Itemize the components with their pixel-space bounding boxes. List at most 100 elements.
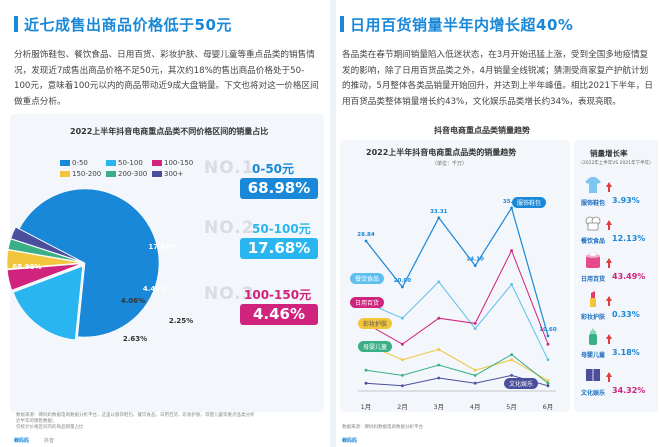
growth-title: 销量增长率: [590, 149, 628, 158]
growth-value: 3.18%: [612, 348, 640, 357]
line-series: [365, 281, 549, 361]
shirt-icon: [585, 177, 601, 193]
line-point: [473, 381, 477, 385]
up-arrow-stem: [608, 301, 610, 306]
growth-category: 日用百货: [580, 276, 605, 283]
rank-range: 0-50元: [252, 162, 295, 176]
line-data-label: 35.21: [503, 199, 521, 205]
baby-bottle-icon: [589, 328, 597, 345]
line-point: [401, 384, 404, 388]
line-point: [546, 358, 550, 362]
growth-category: 服饰鞋包: [580, 200, 605, 207]
rank-percent: 17.68%: [240, 238, 318, 259]
pie-chart: 68.98% 17.68% 4.46% 4.06% 2.25% 2.63%: [6, 188, 193, 343]
line-point: [510, 374, 513, 377]
legend-label: 150-200: [72, 170, 102, 178]
legend-item: 0-50: [60, 159, 88, 167]
line-point: [546, 379, 550, 382]
x-tick-label: 1月: [361, 403, 372, 411]
series-label: 日用百货: [350, 297, 385, 308]
up-arrow-stem: [608, 263, 610, 268]
growth-value: 12.13%: [612, 234, 646, 243]
growth-subtitle: （2022年上半年VS 2021年下半年）: [578, 161, 654, 166]
left-footnote-2: 仅统计价格区间内的商品销量占比: [16, 425, 84, 430]
up-arrow-stem: [608, 339, 610, 344]
rank-percent: 4.46%: [240, 304, 318, 325]
line-point: [510, 206, 513, 210]
right-section-title: 日用百货销量半年内增长超40%: [350, 16, 574, 34]
pie-slice-50-100: [12, 265, 83, 341]
pie-data-label: 2.25%: [169, 317, 193, 325]
left-panel: 近七成售出商品价格低于50元 分析服饰鞋包、餐饮食品、日用百货、彩妆护肤、母婴儿…: [6, 16, 324, 444]
x-tick-label: 6月: [543, 403, 554, 411]
legend-label: 300+: [164, 170, 184, 178]
pie-slice-0-50: [18, 188, 160, 338]
line-data-label: 33.31: [430, 209, 448, 215]
right-paragraph: 各品类在春节期间销量陷入低迷状态，在3月开始迅猛上涨，受到全国多地疫情复发的影响…: [342, 50, 653, 107]
line-chart-title: 2022上半年抖音电商重点品类的销量趋势: [366, 148, 517, 157]
legend-item: 50-100: [106, 159, 143, 167]
panel-divider: [330, 0, 336, 447]
line-point: [437, 363, 441, 367]
legend-label: 0-50: [72, 159, 88, 167]
legend-swatch: [106, 171, 116, 177]
pie-data-label: 2.63%: [123, 335, 147, 343]
line-data-label: 28.84: [357, 232, 375, 238]
rank-range: 100-150元: [244, 288, 312, 302]
legend-swatch: [60, 160, 70, 166]
pie-slice-200-300: [7, 238, 82, 263]
line-chart: 1月 2月 3月 4月 5月 6月 28.84 20.00 33.31 24.10 35.21 10.…: [357, 199, 557, 411]
line-point: [401, 358, 404, 362]
line-point: [546, 342, 550, 346]
title-accent-bar-right: [340, 16, 344, 32]
growth-item: 文化娱乐 34.32%: [580, 366, 652, 400]
legend-label: 100-150: [164, 159, 194, 167]
x-tick-label: 5月: [506, 403, 517, 411]
line-point: [473, 368, 477, 372]
legend-item: 200-300: [106, 170, 147, 178]
legend-swatch: [106, 160, 116, 166]
legend-swatch: [152, 171, 162, 177]
left-footer-brand-2: 抖音: [44, 438, 55, 444]
line-point: [510, 249, 513, 252]
line-point: [437, 316, 441, 320]
x-tick-label: 3月: [433, 403, 444, 411]
line-point: [364, 381, 368, 385]
up-arrow-icon: [606, 296, 612, 301]
left-footnote: 数据来源：蝉妈妈数据电商数据分析平台，这里以服饰鞋包、餐饮食品、日用百货、彩妆护…: [16, 413, 255, 424]
growth-item: 日用百货 43.49%: [580, 252, 652, 286]
line-point: [510, 358, 513, 362]
series-label: 餐饮食品: [350, 273, 385, 284]
growth-panel: [574, 140, 658, 412]
line-point: [546, 381, 550, 385]
rank-range: 50-100元: [252, 222, 311, 236]
line-series: [365, 343, 549, 382]
growth-item: 餐饮食品 12.13%: [580, 214, 652, 248]
up-arrow-icon: [606, 372, 612, 377]
growth-value: 0.33%: [612, 310, 640, 319]
line-point: [401, 374, 404, 377]
growth-category: 餐饮食品: [580, 238, 605, 245]
pie-slice-150-200: [6, 249, 82, 270]
tissue-roll-icon: [586, 252, 600, 268]
pie-slice-300+: [10, 226, 82, 262]
up-arrow-icon: [606, 258, 612, 263]
line-chart-unit: （单位：千万）: [432, 161, 468, 167]
growth-value: 3.93%: [612, 196, 640, 205]
legend-item: 300+: [152, 170, 183, 178]
line-data-label: 10.60: [539, 327, 557, 333]
growth-category: 母婴儿童: [580, 352, 605, 359]
book-icon: [586, 369, 600, 381]
up-arrow-icon: [606, 182, 612, 187]
rank-number: NO.3: [204, 284, 255, 304]
legend-swatch: [152, 160, 162, 166]
growth-item: 彩妆护肤 0.33%: [580, 290, 652, 324]
title-accent-bar: [14, 16, 18, 32]
line-point: [401, 342, 404, 346]
left-footer-brand: 蝉妈妈: [14, 438, 30, 444]
legend-item: 150-200: [60, 170, 101, 178]
rank-percent: 68.98%: [240, 178, 318, 199]
pie-data-label: 17.68%: [148, 243, 177, 251]
growth-item: 服饰鞋包 3.93%: [580, 176, 652, 210]
pie-data-label: 68.98%: [12, 263, 41, 271]
